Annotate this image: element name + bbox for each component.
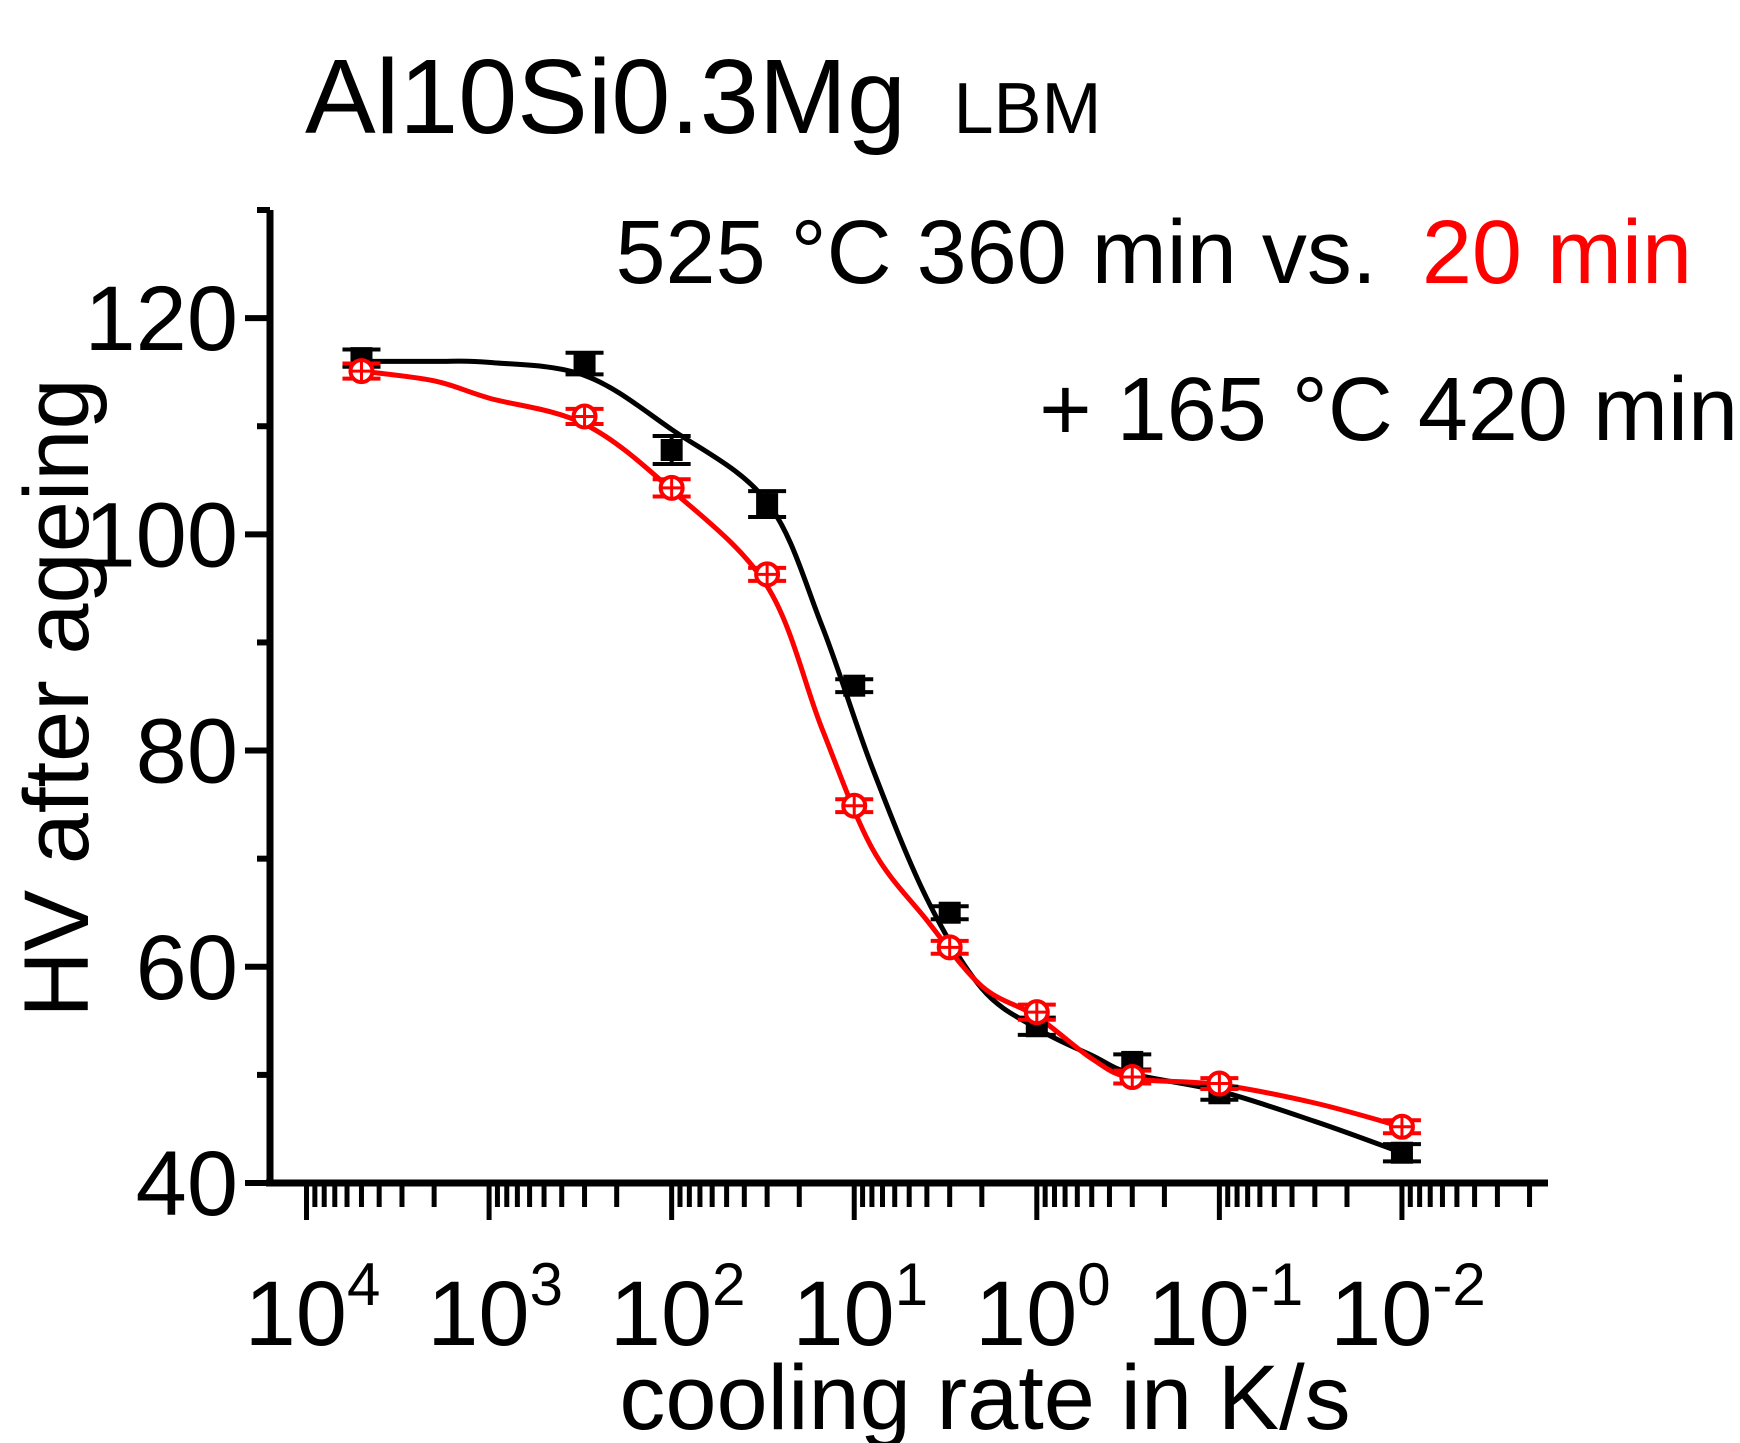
square-marker: [938, 901, 961, 924]
legend-line-2: + 165 °C 420 min: [1039, 360, 1738, 460]
legend-line-1: 525 °C 360 min vs. 20 min: [615, 203, 1692, 303]
x-tick-label: 102: [610, 1251, 746, 1365]
x-tick-label: 10-2: [1330, 1251, 1486, 1365]
square-marker: [756, 493, 779, 516]
x-tick-label: 10-1: [1148, 1251, 1304, 1365]
x-tick-label: 104: [245, 1251, 381, 1365]
data-point-360min: [1382, 1141, 1421, 1164]
square-marker: [843, 674, 866, 697]
data-point-20min: [652, 474, 691, 501]
axes: 40 60 80 100 120 104 103 102 101 100 10-1 10-2: [85, 207, 1548, 1365]
data-point-360min: [652, 433, 691, 467]
data-point-20min: [1382, 1113, 1421, 1140]
y-tick-label: 40: [136, 1133, 238, 1235]
square-marker: [660, 439, 683, 462]
data-point-20min: [1113, 1064, 1152, 1091]
fit-line-20min: [361, 368, 1403, 1130]
square-marker: [1390, 1141, 1413, 1164]
data-point-20min: [1017, 999, 1056, 1026]
data-point-20min: [748, 561, 787, 588]
data-point-20min: [342, 358, 381, 385]
legend-black-label: 525 °C 360 min vs.: [615, 203, 1376, 303]
y-tick-label: 120: [85, 268, 239, 370]
data-point-20min: [930, 934, 969, 961]
y-ticks: 40 60 80 100 120: [85, 207, 270, 1235]
x-ticks: 104 103 102 101 100 10-1 10-2: [245, 1183, 1533, 1365]
data-point-20min: [1200, 1070, 1239, 1097]
chart-title-suffix: LBM: [953, 69, 1101, 149]
x-axis-label: cooling rate in K/s: [619, 1347, 1350, 1443]
x-tick-label: 103: [427, 1251, 563, 1365]
y-tick-label: 100: [85, 484, 239, 586]
y-tick-label: 80: [136, 701, 238, 803]
square-marker: [573, 352, 596, 375]
data-point-360min: [565, 350, 604, 377]
fit-lines: [361, 358, 1403, 1156]
x-tick-label: 101: [792, 1251, 928, 1365]
legend-red-label: 20 min: [1422, 203, 1692, 303]
data-point-20min: [565, 403, 604, 430]
data-point-360min: [835, 674, 874, 697]
chart-title-main: Al10Si0.3Mg: [305, 38, 906, 156]
y-axis-label: HV after ageing: [6, 378, 108, 1017]
data-point-360min: [930, 901, 969, 924]
chart-title: Al10Si0.3Mg LBM: [305, 38, 1102, 156]
data-markers: [342, 347, 1421, 1164]
y-tick-label: 60: [136, 917, 238, 1019]
data-point-360min: [748, 489, 787, 520]
x-tick-label: 100: [975, 1251, 1111, 1365]
data-point-20min: [835, 792, 874, 819]
fit-line-360min: [361, 358, 1403, 1156]
